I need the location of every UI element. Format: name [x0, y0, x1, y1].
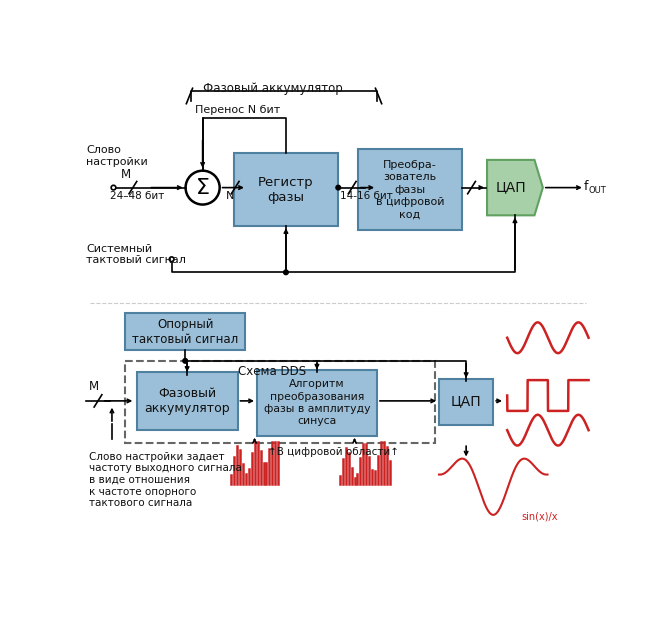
Text: Фазовый
аккумулятор: Фазовый аккумулятор: [145, 387, 230, 415]
Text: ЦАП: ЦАП: [496, 180, 527, 194]
Text: Схема DDS: Схема DDS: [238, 365, 306, 378]
Text: OUT: OUT: [589, 186, 607, 195]
Circle shape: [183, 358, 187, 363]
Text: Опорный
тактовый сигнал: Опорный тактовый сигнал: [132, 318, 238, 346]
Text: Преобра-
зователь
фазы
в цифровой
код: Преобра- зователь фазы в цифровой код: [376, 160, 444, 220]
Circle shape: [185, 171, 220, 204]
FancyBboxPatch shape: [234, 153, 338, 226]
Text: Слово настройки задает
частоту выходного сигнала
в виде отношения
к частоте опор: Слово настройки задает частоту выходного…: [88, 452, 242, 508]
FancyBboxPatch shape: [125, 313, 246, 350]
Text: 24–48 бит: 24–48 бит: [110, 191, 164, 201]
Text: $\Sigma$: $\Sigma$: [195, 178, 210, 197]
FancyBboxPatch shape: [137, 372, 238, 430]
Text: Слово
настройки: Слово настройки: [86, 145, 148, 167]
Polygon shape: [487, 160, 543, 215]
FancyBboxPatch shape: [257, 370, 377, 436]
Circle shape: [284, 270, 288, 275]
Text: ЦАП: ЦАП: [451, 394, 481, 409]
Circle shape: [111, 185, 116, 190]
Text: sin(x)/x: sin(x)/x: [521, 511, 558, 521]
FancyBboxPatch shape: [439, 379, 493, 425]
Circle shape: [170, 257, 174, 261]
Text: Перенос N бит: Перенос N бит: [195, 105, 280, 115]
Text: Регистр
фазы: Регистр фазы: [258, 175, 314, 204]
Circle shape: [336, 185, 341, 190]
FancyBboxPatch shape: [358, 149, 462, 230]
Text: M: M: [88, 380, 99, 393]
Text: Фазовый аккумулятор: Фазовый аккумулятор: [203, 82, 343, 95]
Text: f: f: [584, 180, 589, 193]
Text: 14-16 бит: 14-16 бит: [340, 191, 393, 201]
Text: Системный
тактовый сигнал: Системный тактовый сигнал: [86, 244, 186, 265]
Text: M: M: [121, 168, 131, 182]
Text: ↑В цифровой области↑: ↑В цифровой области↑: [269, 447, 399, 457]
Text: N: N: [226, 191, 234, 201]
Text: Алгоритм
преобразования
фазы в амплитуду
синуса: Алгоритм преобразования фазы в амплитуду…: [264, 379, 370, 427]
